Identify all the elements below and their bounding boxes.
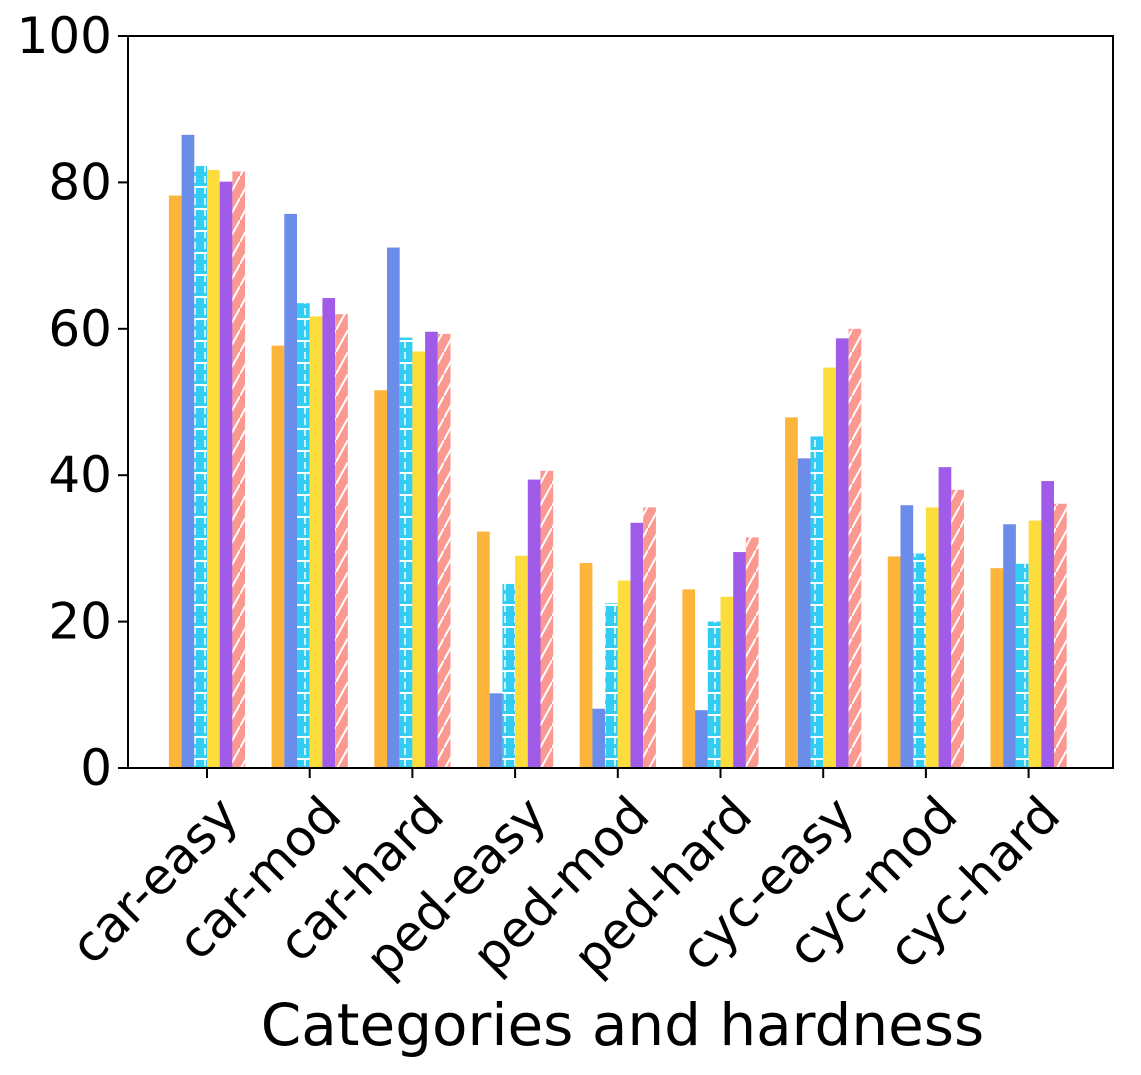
bar-cyc-easy-s4 — [823, 367, 836, 768]
bar-hatch-car-mod-s3 — [297, 303, 310, 768]
bar-car-easy-s2 — [181, 134, 195, 768]
bar-ped-hard-s2 — [695, 710, 708, 768]
bar-hatch-ped-easy-s3 — [502, 582, 516, 768]
bar-hatch-cyc-easy-s6 — [848, 328, 862, 768]
bar-ped-hard-s5 — [733, 552, 746, 768]
bar-hatch-cyc-hard-s6 — [1054, 503, 1067, 768]
y-axis: 0 20 40 60 80 100 — [17, 7, 128, 797]
bar-car-hard-s2 — [387, 247, 400, 769]
bar-hatch-cyc-mod-s6 — [951, 489, 964, 768]
bar-cyc-mod-s2 — [900, 505, 914, 768]
bar-cyc-mod-s4 — [925, 507, 939, 768]
bar-hatch-cyc-easy-s3 — [810, 436, 824, 768]
bar-cyc-mod-s5 — [938, 467, 952, 768]
bar-hatch-cyc-hard-s3 — [1015, 563, 1029, 768]
bar-cyc-easy-s1 — [785, 417, 798, 768]
y-tick-label: 40 — [48, 446, 112, 504]
bar-car-mod-s5 — [322, 298, 336, 768]
bar-ped-easy-s5 — [527, 479, 541, 768]
bar-ped-mod-s1 — [579, 563, 593, 768]
bar-ped-mod-s2 — [592, 708, 606, 768]
bar-hatch-ped-hard-s6 — [745, 537, 759, 768]
bar-cyc-easy-s5 — [835, 338, 849, 768]
bar-hatch-ped-mod-s3 — [605, 603, 618, 768]
bar-car-mod-s4 — [309, 316, 323, 768]
bar-cyc-hard-s1 — [990, 568, 1004, 768]
bar-car-hard-s4 — [412, 351, 426, 768]
bar-hatch-car-hard-s3 — [399, 337, 413, 768]
bar-cyc-hard-s5 — [1041, 481, 1054, 768]
bar-hatch-car-easy-s6 — [232, 171, 246, 769]
bar-ped-mod-s5 — [630, 522, 644, 768]
bar-car-hard-s5 — [425, 331, 438, 768]
y-tick-label: 80 — [48, 153, 112, 211]
bar-cyc-mod-s1 — [887, 556, 901, 768]
bar-hatch-car-hard-s6 — [437, 333, 451, 768]
bar-hatch-car-mod-s6 — [335, 314, 348, 768]
y-tick-label: 0 — [80, 739, 112, 797]
plot-frame — [127, 35, 1114, 769]
y-tick-label: 60 — [48, 300, 112, 358]
bar-car-easy-s1 — [168, 195, 182, 769]
y-tick-label: 20 — [48, 593, 112, 651]
bar-ped-mod-s4 — [617, 580, 631, 768]
bar-ped-easy-s1 — [477, 531, 490, 768]
x-axis: car-easycar-modcar-hardped-easyped-modpe… — [60, 768, 1071, 989]
bar-ped-hard-s1 — [682, 589, 696, 768]
bar-car-hard-s1 — [374, 390, 387, 768]
bars-layer — [168, 134, 1067, 769]
bar-cyc-hard-s4 — [1028, 520, 1042, 768]
bar-hatch-ped-hard-s3 — [707, 621, 721, 768]
bar-cyc-easy-s2 — [797, 458, 811, 768]
x-axis-label: Categories and hardness — [261, 991, 984, 1059]
bar-car-easy-s4 — [207, 169, 220, 768]
bar-hatch-ped-easy-s6 — [540, 470, 554, 768]
bar-hatch-ped-mod-s6 — [643, 507, 656, 768]
bar-car-easy-s5 — [219, 181, 233, 769]
bar-hatch-car-easy-s3 — [194, 165, 207, 769]
bar-car-mod-s2 — [284, 213, 297, 769]
bar-ped-easy-s2 — [489, 693, 503, 768]
bar-car-mod-s1 — [271, 345, 285, 768]
bar-hatch-cyc-mod-s3 — [913, 553, 926, 768]
y-tick-label: 100 — [17, 7, 112, 65]
bar-ped-easy-s4 — [515, 555, 528, 768]
bar-cyc-hard-s2 — [1003, 524, 1016, 768]
bar-ped-hard-s4 — [720, 596, 734, 768]
